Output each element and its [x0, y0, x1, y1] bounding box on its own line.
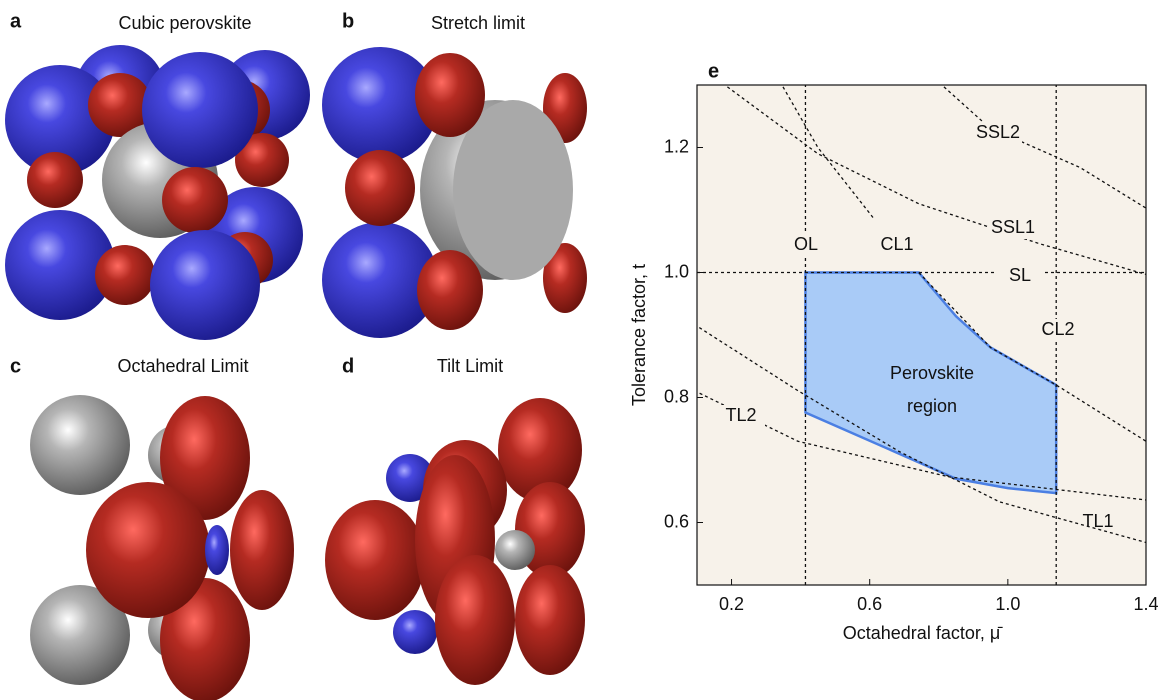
atom: [415, 53, 485, 137]
atom: [393, 610, 437, 654]
y-tick-label: 1.2: [664, 136, 689, 156]
atom: [205, 525, 229, 575]
panel-title: Octahedral Limit: [117, 356, 248, 376]
panel-title: Tilt Limit: [437, 356, 503, 376]
panel-e: e Perovskite region OL CL1 SL CL2 SSL1 SSL2 TL1 T…: [629, 60, 1159, 642]
x-tick-label: 0.6: [857, 594, 882, 614]
panel-letter: c: [10, 355, 21, 377]
x-axis-label: Octahedral factor, μ̄: [843, 623, 1003, 643]
line-label: SL: [1009, 265, 1031, 285]
atom: [417, 250, 483, 330]
y-tick-label: 1.0: [664, 261, 689, 281]
y-axis-label: Tolerance factor, t: [629, 264, 649, 406]
atom: [95, 245, 155, 305]
line-label: SSL1: [991, 217, 1035, 237]
atom: [86, 482, 210, 618]
y-tick-label: 0.6: [664, 511, 689, 531]
panel-letter: d: [342, 355, 354, 377]
line-label: TL2: [725, 405, 756, 425]
line-label: OL: [794, 234, 818, 254]
line-label: SSL2: [976, 122, 1020, 142]
panel-letter: a: [10, 10, 22, 32]
atom: [150, 230, 260, 340]
atom: [162, 167, 228, 233]
panel-title: Stretch limit: [431, 13, 525, 33]
atom: [515, 565, 585, 675]
figure: a Cubic perovskite b Stretch limit c Oct…: [0, 0, 1164, 700]
atom: [230, 490, 294, 610]
y-tick-label: 0.8: [664, 386, 689, 406]
panel-c: c Octahedral Limit: [10, 355, 294, 700]
line-label: CL2: [1041, 319, 1074, 339]
region-label: Perovskite: [890, 363, 974, 383]
atom: [142, 52, 258, 168]
atom: [27, 152, 83, 208]
x-tick-label: 0.2: [719, 594, 744, 614]
atom: [495, 530, 535, 570]
panel-letter: e: [708, 60, 719, 82]
atom: [435, 555, 515, 685]
panel-a: a Cubic perovskite: [5, 10, 310, 340]
atom: [325, 500, 425, 620]
x-tick-label: 1.4: [1133, 594, 1158, 614]
region-label: region: [907, 396, 957, 416]
panel-title: Cubic perovskite: [118, 13, 251, 33]
panel-d: d Tilt Limit: [325, 355, 585, 685]
x-tick-label: 1.0: [995, 594, 1020, 614]
page: a Cubic perovskite b Stretch limit c Oct…: [0, 0, 1164, 700]
panel-letter: b: [342, 10, 354, 32]
atom: [345, 150, 415, 226]
line-label: TL1: [1082, 511, 1113, 531]
line-label: CL1: [880, 234, 913, 254]
atom: [30, 395, 130, 495]
panel-b: b Stretch limit: [322, 10, 587, 338]
